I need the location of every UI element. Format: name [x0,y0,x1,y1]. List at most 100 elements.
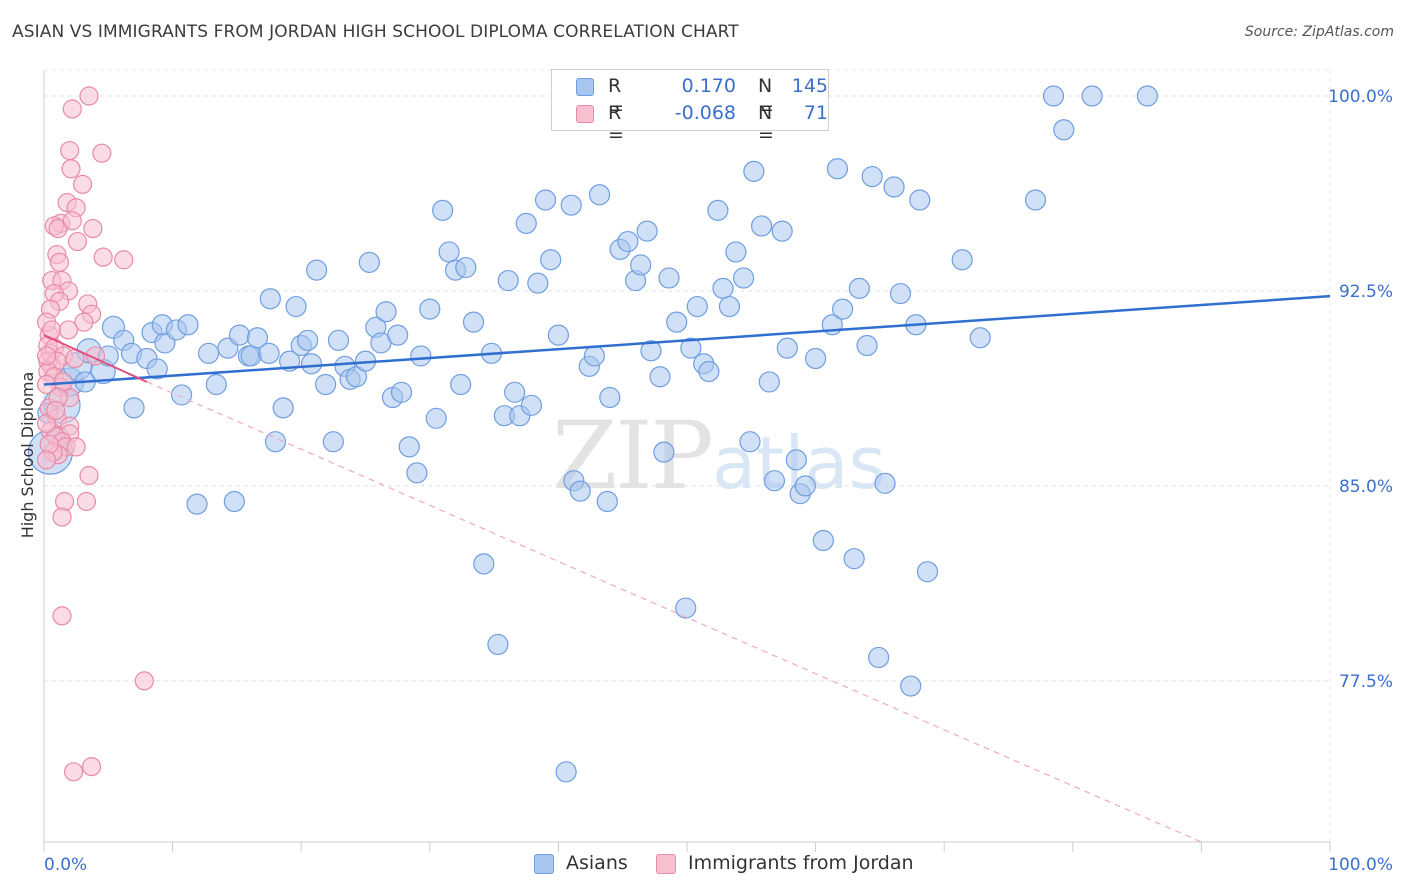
y-tick-label: 92.5% [1339,282,1393,302]
point-asians [909,189,931,211]
point-asians [848,277,870,299]
trend-line-asians [43,294,1331,386]
legend-swatch-asians [576,78,594,96]
point-jordan [134,671,154,691]
point-asians [832,298,854,320]
point-asians [515,212,537,234]
point-asians [686,295,708,318]
legend-n-label: N = [758,102,774,146]
point-jordan [92,143,112,163]
point-jordan [79,86,99,106]
point-asians [653,441,675,463]
point-asians [743,160,765,182]
point-asians [1136,85,1158,107]
point-asians [1024,189,1047,211]
point-jordan [49,252,70,272]
point-asians [205,373,227,396]
bottom-legend-label-jordan: Immigrants from Jordan [688,852,914,874]
point-asians [425,407,447,429]
point-asians [776,337,798,359]
point-asians [856,334,878,357]
point-asians [785,449,807,471]
point-jordan [39,434,59,454]
point-jordan [79,465,99,486]
point-asians [951,249,973,271]
point-asians [438,241,460,263]
point-asians [497,269,519,292]
point-asians [186,493,208,515]
point-asians [487,633,509,656]
point-asians [527,272,549,294]
point-asians [969,327,991,349]
point-asians [387,324,409,346]
point-asians [698,360,720,383]
point-asians [636,220,658,242]
legend-r-label: R = [608,102,624,146]
point-asians [675,597,697,619]
point-asians [171,384,193,406]
tick-labels: 77.5% 85.0% 92.5% 100.0% 0.0% 100.0% [44,87,1393,875]
point-asians [826,158,849,180]
point-asians [285,295,307,318]
point-asians [547,324,570,346]
x-tick-label: 100.0% [1328,855,1393,875]
point-asians [555,761,577,783]
point-asians [649,366,671,388]
trend-line-jordan-dashed [146,381,1202,843]
point-asians [473,553,495,575]
point-asians [462,311,485,333]
point-jordan [52,507,72,527]
point-asians [712,277,734,299]
point-jordan [58,320,79,340]
point-asians [406,462,428,484]
trend-line-jordan [43,334,148,383]
point-asians [916,561,939,583]
point-asians [259,288,281,310]
point-asians [812,529,834,552]
y-axis-label: High School Diploma [18,372,37,539]
point-asians [588,184,611,206]
source-label: Source: ZipAtlas.com [1244,24,1394,40]
legend-n-value: 71 [803,102,828,124]
point-asians [419,298,441,320]
point-asians [272,397,294,419]
point-asians [771,220,793,242]
point-jordan [62,211,82,231]
stats-legend: R = 0.170 N = 145 R = -0.068 N = 71 [551,69,829,146]
point-asians [520,394,542,416]
point-asians [599,386,621,409]
point-asians [750,215,773,237]
point-asians [707,199,729,221]
point-asians [583,345,606,367]
point-asians [596,490,618,513]
point-asians [1081,85,1103,107]
point-asians [725,241,747,263]
point-asians [763,470,786,492]
point-asians [146,358,168,380]
point-jordan [45,400,66,421]
point-jordan [60,140,80,161]
bottom-legend-label-asians: Asians [566,852,628,874]
point-asians [246,327,269,349]
point-asians [228,324,251,346]
point-asians [569,480,591,502]
chart-title: ASIAN VS IMMIGRANTS FROM JORDAN HIGH SCH… [12,22,739,42]
point-asians [264,431,287,453]
legend-r-value: 0.170 [681,75,736,97]
point-asians [177,314,199,336]
point-asians [240,345,262,367]
point-jordan [54,491,75,512]
point-jordan [62,99,82,119]
point-jordan [36,413,57,434]
point-asians [198,342,220,364]
point-jordan [72,174,93,194]
point-asians [658,267,680,289]
point-asians [300,353,323,375]
x-tick-label: 0.0% [44,855,87,875]
point-asians [861,165,883,188]
point-asians [450,373,472,396]
point-asians [390,381,413,403]
point-asians [534,189,557,211]
point-asians [718,295,741,318]
